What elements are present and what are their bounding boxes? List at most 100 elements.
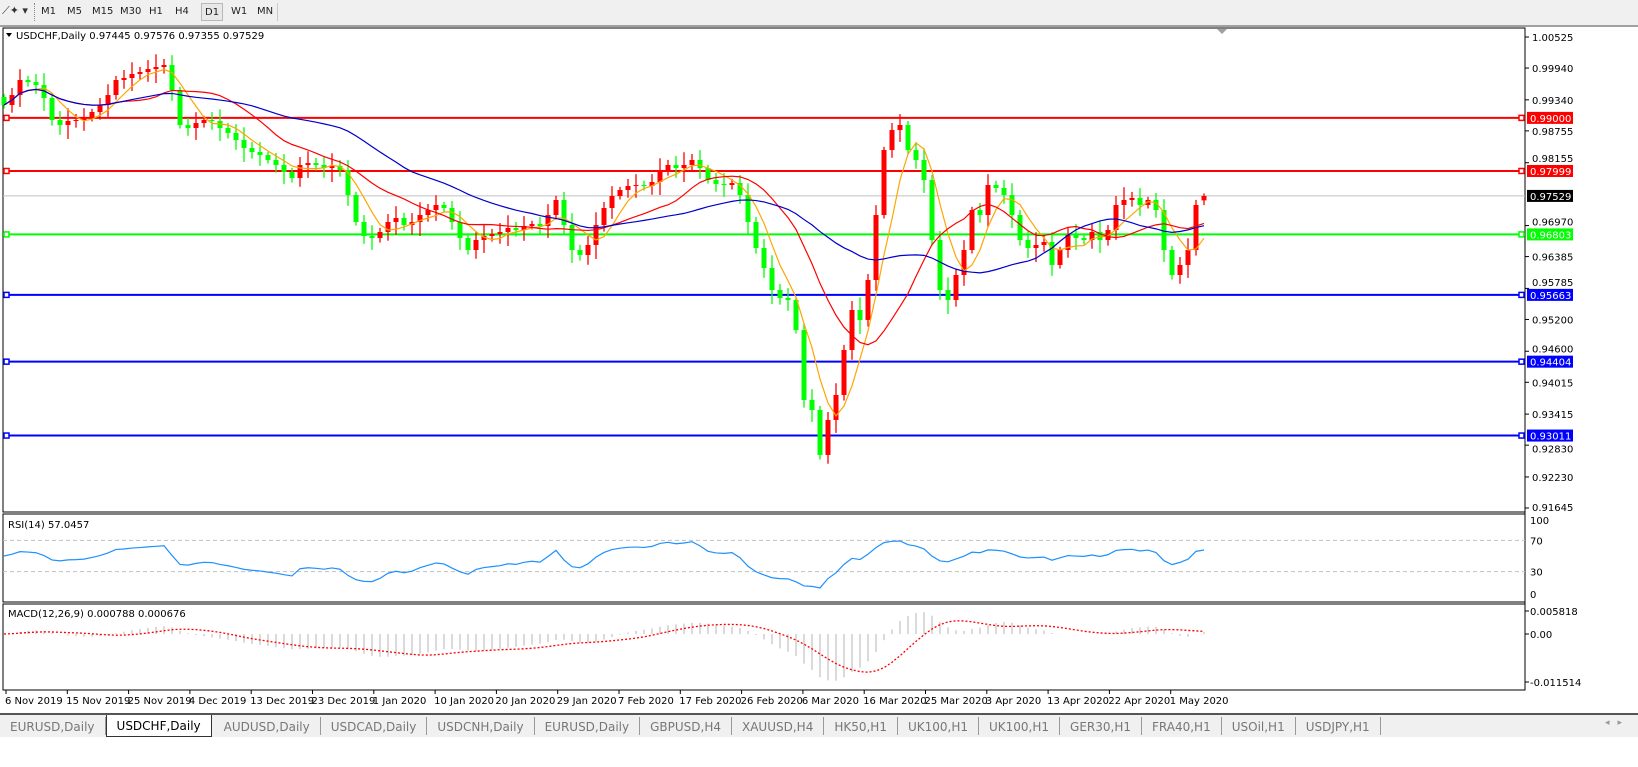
candle-body[interactable] <box>1025 239 1031 248</box>
candle-body[interactable] <box>857 309 863 320</box>
candle-body[interactable] <box>721 183 727 185</box>
candle-body[interactable] <box>1145 199 1151 205</box>
candle-body[interactable] <box>1081 237 1087 240</box>
candle-body[interactable] <box>969 210 975 251</box>
tab-audusd-daily[interactable]: AUDUSD,Daily <box>214 717 321 735</box>
candle-body[interactable] <box>953 274 959 300</box>
candle-body[interactable] <box>897 124 903 131</box>
candle-body[interactable] <box>649 182 655 186</box>
candle-body[interactable] <box>1001 188 1007 196</box>
candle-body[interactable] <box>769 267 775 291</box>
candle-body[interactable] <box>73 120 79 122</box>
candle-body[interactable] <box>441 204 447 209</box>
candle-body[interactable] <box>105 95 111 105</box>
candle-body[interactable] <box>81 117 87 121</box>
candle-body[interactable] <box>1089 231 1095 240</box>
candle-body[interactable] <box>169 65 175 91</box>
candle-body[interactable] <box>1041 242 1047 245</box>
candle-body[interactable] <box>241 140 247 149</box>
candle-body[interactable] <box>609 196 615 209</box>
candle-body[interactable] <box>625 185 631 191</box>
candle-body[interactable] <box>641 184 647 186</box>
candle-body[interactable] <box>865 279 871 320</box>
line-anchor-left[interactable] <box>3 231 10 238</box>
candle-body[interactable] <box>345 170 351 196</box>
candle-body[interactable] <box>225 128 231 134</box>
candle-body[interactable] <box>329 165 335 169</box>
candle-body[interactable] <box>433 204 439 211</box>
candle-body[interactable] <box>17 80 23 96</box>
tab-hk50-h1[interactable]: HK50,H1 <box>824 717 898 735</box>
candle-body[interactable] <box>1169 250 1175 275</box>
candle-body[interactable] <box>521 225 527 231</box>
line-anchor-left[interactable] <box>3 432 10 439</box>
candle-body[interactable] <box>113 80 119 96</box>
candle-body[interactable] <box>537 223 543 226</box>
candle-body[interactable] <box>777 290 783 298</box>
candle-body[interactable] <box>937 239 943 291</box>
candle-body[interactable] <box>561 199 567 225</box>
candle-body[interactable] <box>673 164 679 169</box>
candle-body[interactable] <box>833 394 839 420</box>
tab-uk100-h1[interactable]: UK100,H1 <box>898 717 979 735</box>
candle-body[interactable] <box>201 120 207 124</box>
candle-body[interactable] <box>665 164 671 171</box>
candle-body[interactable] <box>121 78 127 81</box>
candle-body[interactable] <box>577 250 583 255</box>
candle-body[interactable] <box>1065 234 1071 251</box>
tab-eurusd-daily[interactable]: EURUSD,Daily <box>0 717 106 735</box>
candle-body[interactable] <box>1009 195 1015 216</box>
tab-usdjpy-h1[interactable]: USDJPY,H1 <box>1296 717 1381 735</box>
candle-body[interactable] <box>249 148 255 152</box>
candle-body[interactable] <box>961 250 967 275</box>
candle-body[interactable] <box>801 329 807 400</box>
line-anchor-right[interactable] <box>1518 291 1525 299</box>
candle-body[interactable] <box>297 164 303 178</box>
line-anchor-left[interactable] <box>3 358 10 365</box>
candle-body[interactable] <box>593 224 599 245</box>
candle-body[interactable] <box>841 349 847 395</box>
candle-body[interactable] <box>425 210 431 216</box>
tab-usdcad-daily[interactable]: USDCAD,Daily <box>321 717 428 735</box>
candle-body[interactable] <box>689 160 695 165</box>
candle-body[interactable] <box>905 124 911 151</box>
candle-body[interactable] <box>489 233 495 237</box>
candle-body[interactable] <box>705 168 711 180</box>
candle-body[interactable] <box>753 222 759 248</box>
candle-body[interactable] <box>1049 242 1055 265</box>
tab-usoil-h1[interactable]: USOil,H1 <box>1222 717 1296 735</box>
candle-body[interactable] <box>161 65 167 68</box>
candle-body[interactable] <box>1153 199 1159 211</box>
candle-body[interactable] <box>145 69 151 73</box>
candle-body[interactable] <box>481 236 487 240</box>
candle-body[interactable] <box>265 155 271 161</box>
tab-fra40-h1[interactable]: FRA40,H1 <box>1142 717 1222 735</box>
tab-usdchf-daily[interactable]: USDCHF,Daily <box>105 715 212 737</box>
candle-body[interactable] <box>417 215 423 223</box>
candle-body[interactable] <box>33 82 39 86</box>
candle-body[interactable] <box>457 222 463 238</box>
candle-body[interactable] <box>825 419 831 455</box>
candle-body[interactable] <box>921 160 927 180</box>
candle-body[interactable] <box>393 217 399 223</box>
candle-body[interactable] <box>513 227 519 231</box>
tab-xauusd-h4[interactable]: XAUUSD,H4 <box>732 717 825 735</box>
tab-eurusd-daily[interactable]: EURUSD,Daily <box>535 717 641 735</box>
candle-body[interactable] <box>1201 195 1207 201</box>
candle-body[interactable] <box>209 120 215 122</box>
candle-body[interactable] <box>945 290 951 300</box>
line-anchor-right[interactable] <box>1518 432 1525 439</box>
candle-body[interactable] <box>529 223 535 226</box>
candle-body[interactable] <box>233 133 239 141</box>
candle-body[interactable] <box>1185 250 1191 265</box>
line-anchor-left[interactable] <box>3 167 10 175</box>
candle-body[interactable] <box>177 90 183 125</box>
candle-body[interactable] <box>545 215 551 226</box>
candle-body[interactable] <box>697 160 703 169</box>
candle-body[interactable] <box>289 171 295 178</box>
candle-body[interactable] <box>369 236 375 238</box>
candle-body[interactable] <box>881 150 887 216</box>
candle-body[interactable] <box>913 150 919 161</box>
tab-usdcnh-daily[interactable]: USDCNH,Daily <box>427 717 535 735</box>
